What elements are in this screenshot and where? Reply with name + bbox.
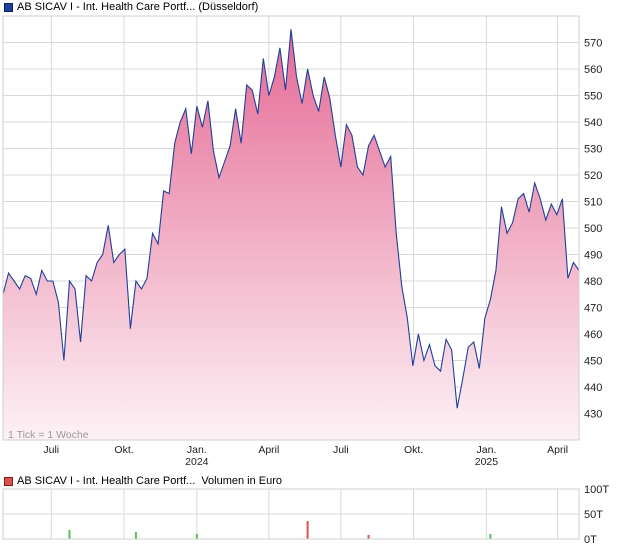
- price-y-tick-label: 560: [584, 64, 602, 76]
- price-y-tick-label: 500: [584, 223, 602, 235]
- price-legend-label: AB SICAV I - Int. Health Care Portf... (…: [17, 1, 259, 13]
- volume-legend-title: AB SICAV I - Int. Health Care Portf...: [17, 475, 196, 487]
- volume-y-tick-label: 100T: [584, 484, 609, 496]
- price-legend-swatch: [4, 2, 13, 12]
- price-area: [3, 29, 579, 440]
- price-legend: AB SICAV I - Int. Health Care Portf... (…: [4, 0, 258, 14]
- price-x-tick-label: Okt.: [404, 444, 423, 456]
- price-plot-frame: [2, 15, 580, 441]
- volume-plot-frame: [2, 488, 580, 540]
- price-y-tick-label: 440: [584, 382, 602, 394]
- volume-grid: [3, 488, 579, 540]
- tick-note: 1 Tick = 1 Woche: [8, 429, 89, 441]
- price-y-tick-label: 490: [584, 250, 602, 262]
- price-x-tick-label: Juli: [43, 444, 59, 456]
- volume-y-tick-label: 50T: [584, 509, 603, 521]
- price-x-tick-label: Okt.: [114, 444, 133, 456]
- volume-legend-label: Volumen in Euro: [201, 475, 283, 487]
- volume-bar: [306, 521, 309, 539]
- price-x-tick-label: April: [258, 444, 279, 456]
- price-y-tick-label: 450: [584, 356, 602, 368]
- price-line: [2, 29, 580, 409]
- price-y-tick-label: 460: [584, 329, 602, 341]
- volume-y-tick-label: 0T: [584, 534, 597, 546]
- price-y-tick-label: 470: [584, 303, 602, 315]
- price-x-tick-label: Juli: [333, 444, 349, 456]
- volume-bar: [68, 530, 71, 539]
- price-y-tick-label: 520: [584, 170, 602, 182]
- volume-bars: [68, 521, 492, 539]
- volume-bar: [489, 534, 492, 539]
- price-x-tick-label: Jan.: [187, 444, 207, 456]
- price-y-tick-label: 430: [584, 409, 602, 421]
- price-y-tick-label: 570: [584, 38, 602, 50]
- price-x-tick-year: 2024: [185, 456, 209, 468]
- price-y-tick-label: 550: [584, 91, 602, 103]
- price-y-tick-label: 540: [584, 117, 602, 129]
- volume-legend-swatch: [4, 476, 13, 486]
- price-y-axis: 430 440 450 460 470 480 490 500 510 520 530 540 550 5…: [584, 38, 602, 421]
- volume-bar: [134, 532, 137, 539]
- volume-legend: AB SICAV I - Int. Health Care Portf... V…: [4, 474, 282, 488]
- price-y-tick-label: 530: [584, 144, 602, 156]
- price-x-tick-label: Jan.: [476, 444, 496, 456]
- price-y-tick-label: 510: [584, 197, 602, 209]
- price-x-tick-label: April: [547, 444, 568, 456]
- volume-y-axis: 0T 50T 100T: [584, 484, 609, 546]
- volume-bar: [195, 534, 198, 539]
- price-y-tick-label: 480: [584, 276, 602, 288]
- price-x-tick-year: 2025: [475, 456, 499, 468]
- volume-bar: [367, 535, 370, 539]
